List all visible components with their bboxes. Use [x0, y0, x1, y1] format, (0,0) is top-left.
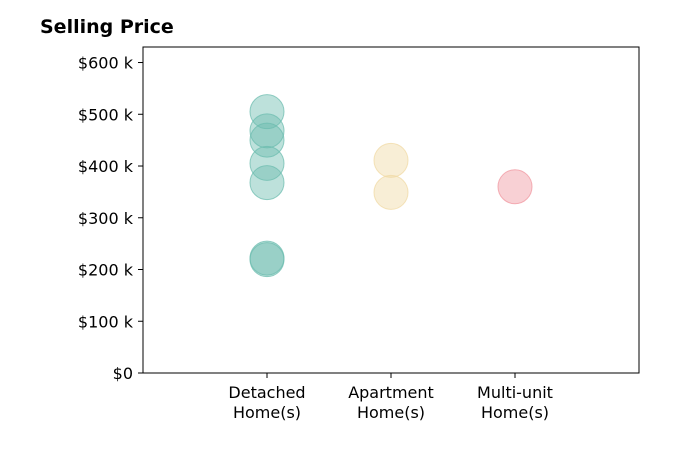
x-tick-label: Multi-unit	[477, 383, 553, 402]
x-tick-label: Detached	[228, 383, 305, 402]
data-point	[249, 94, 285, 130]
data-point	[249, 145, 285, 181]
x-tick-label: Home(s)	[357, 403, 425, 422]
data-point	[373, 142, 409, 178]
y-tick-label: $200 k	[78, 261, 134, 280]
chart-title: Selling Price	[40, 16, 174, 38]
data-point	[249, 113, 285, 149]
y-tick-label: $300 k	[78, 209, 134, 228]
data-point	[497, 169, 533, 205]
x-tick-label: Home(s)	[233, 403, 301, 422]
y-tick-label: $400 k	[78, 157, 134, 176]
data-point	[249, 242, 285, 278]
y-tick-label: $0	[113, 364, 133, 383]
data-points	[249, 94, 533, 278]
x-tick-label: Apartment	[348, 383, 434, 402]
data-point	[373, 174, 409, 210]
data-point	[249, 165, 285, 201]
y-tick-label: $500 k	[78, 105, 134, 124]
x-tick-label: Home(s)	[481, 403, 549, 422]
plot-frame	[142, 46, 640, 374]
y-tick-label: $600 k	[78, 54, 134, 73]
y-tick-label: $100 k	[78, 312, 134, 331]
x-axis: DetachedHome(s)ApartmentHome(s)Multi-uni…	[228, 373, 553, 422]
y-axis: $0 $100 k $200 k $300 k $400 k $500 k $600 k	[78, 54, 143, 383]
